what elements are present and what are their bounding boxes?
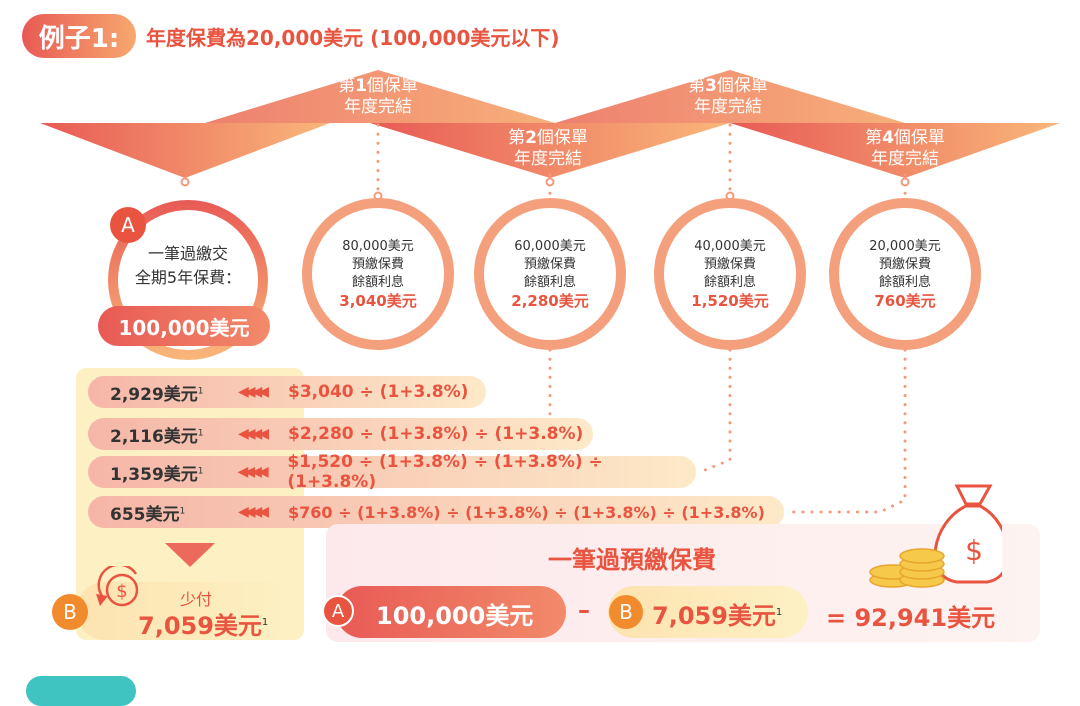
arrows-icon: ◀◀◀◀ [238,426,269,442]
next-example-badge [26,676,136,706]
discount-row-4: 655美元1 ◀◀◀◀ $760 ÷ (1+3.8%) ÷ (1+3.8%) ÷… [88,496,784,528]
saving-amount: 7,059美元1 [138,612,269,640]
summary-letter-b: B [609,595,643,629]
milestone-label-2: 第2個保單 年度完結 [508,128,588,169]
arrows-icon: ◀◀◀◀ [238,384,269,400]
summary-title: 一筆過預繳保費 [548,546,716,574]
example-label: 例子1: [38,23,120,54]
discount-row-3: 1,359美元1 ◀◀◀◀ $1,520 ÷ (1+3.8%) ÷ (1+3.8… [88,452,696,492]
svg-text:$: $ [965,534,983,567]
summary-b-amount: 7,059美元1 [652,602,783,630]
letter-b-badge: B [52,594,88,630]
arrows-icon: ◀◀◀◀ [238,504,269,520]
saving-pill [76,582,304,640]
milestone-label-4: 第4個保單 年度完結 [865,128,945,169]
svg-text:$: $ [116,581,127,602]
arrows-icon: ◀◀◀◀ [237,464,269,480]
discount-row-1: 2,929美元1 ◀◀◀◀ $3,040 ÷ (1+3.8%) [88,376,486,408]
saving-label: 少付 [180,590,213,609]
letter-a-badge: A [110,207,146,243]
summary-result: = 92,941美元 [826,604,996,632]
dollar-refund-icon: $ [96,566,139,607]
lump-sum-text: 一筆過繳交 全期5年保費： [134,244,242,287]
minus-sign: – [578,596,590,624]
interest-circle-2: 60,000美元 預繳保費 餘額利息 2,280美元 [474,198,626,350]
summary-letter-a: A [322,595,354,627]
page-subtitle: 年度保費為20,000美元 (100,000美元以下) [146,26,560,50]
money-bag-coins-icon: $ [869,484,1002,588]
interest-circle-1: 80,000美元 預繳保費 餘額利息 3,040美元 [302,198,454,350]
down-arrow-icon [165,543,215,567]
summary-a-pill [336,586,566,638]
interest-circle-4: 20,000美元 預繳保費 餘額利息 760美元 [829,198,981,350]
interest-circle-3: 40,000美元 預繳保費 餘額利息 1,520美元 [654,198,806,350]
example-badge: 例子1: [22,14,136,58]
milestone-label-3: 第3個保單 年度完結 [688,76,768,117]
lump-sum-amount: 100,000美元 [98,306,270,346]
milestone-label-1: 第1個保單 年度完結 [338,76,418,117]
timeline-ribbon [40,70,1060,185]
summary-a-amount: 100,000美元 [376,602,534,630]
discount-row-2: 2,116美元1 ◀◀◀◀ $2,280 ÷ (1+3.8%) ÷ (1+3.8… [88,418,593,450]
